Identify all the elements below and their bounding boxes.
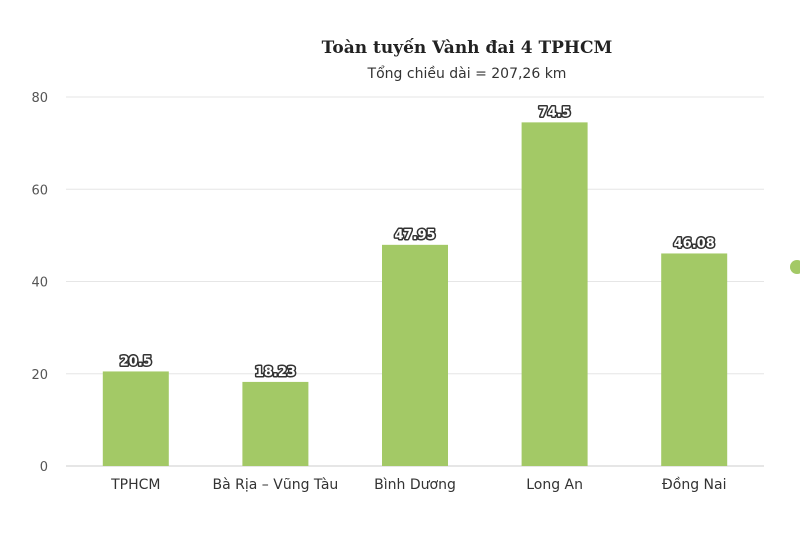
- bar: [661, 253, 728, 466]
- y-tick-label: 80: [31, 91, 48, 106]
- bar: [382, 244, 448, 466]
- legend-marker: [790, 260, 800, 274]
- data-label: 47.95: [394, 228, 435, 243]
- chart-subtitle: Tổng chiều dài = 207,26 km: [367, 66, 567, 82]
- x-tick-label: Long An: [526, 477, 583, 493]
- y-tick-label: 0: [40, 460, 48, 475]
- x-tick-label: Bình Dương: [374, 477, 456, 493]
- y-tick-label: 60: [31, 183, 48, 198]
- x-tick-label: Bà Rịa – Vũng Tàu: [213, 477, 339, 493]
- chart-title: Toàn tuyến Vành đai 4 TPHCM: [321, 38, 613, 58]
- data-label: 46.08: [674, 236, 715, 251]
- bar: [521, 122, 588, 467]
- x-tick-label: TPHCM: [110, 477, 160, 493]
- bar: [242, 381, 309, 466]
- x-tick-label: Đồng Nai: [662, 476, 727, 493]
- y-tick-label: 40: [31, 276, 48, 291]
- data-label: 18.23: [255, 365, 296, 380]
- bar: [102, 371, 169, 466]
- data-label: 20.5: [120, 354, 152, 369]
- data-label: 74.5: [539, 105, 571, 120]
- y-tick-label: 20: [31, 368, 48, 383]
